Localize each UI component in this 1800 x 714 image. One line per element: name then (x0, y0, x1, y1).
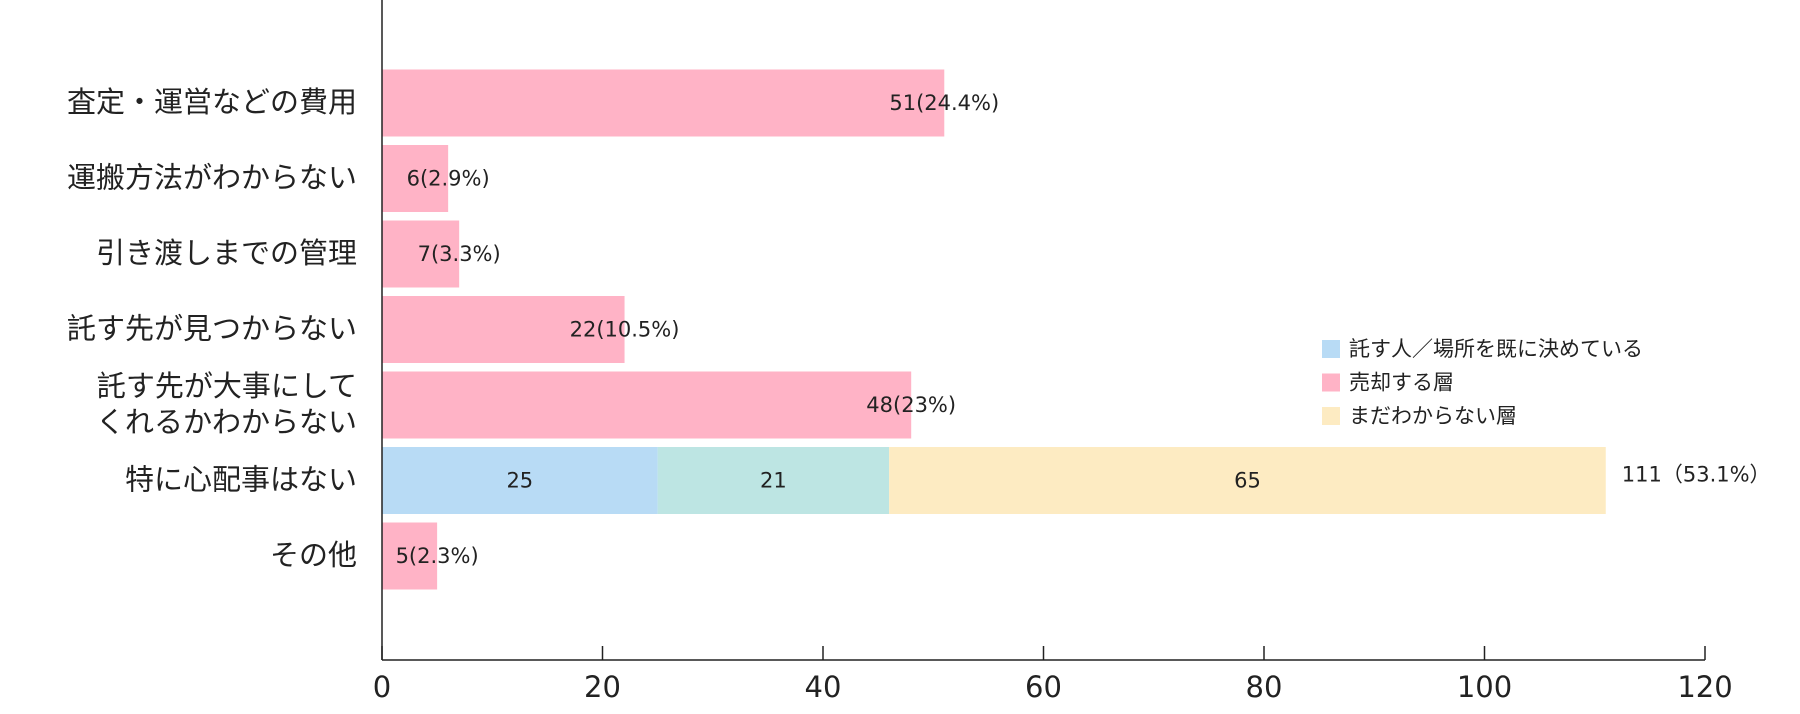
legend-swatch (1322, 340, 1340, 358)
bar-value-label: 48(23%) (866, 393, 956, 417)
bars-group (382, 69, 1606, 590)
x-tick-label: 60 (1025, 670, 1062, 704)
legend-label: 託す人／場所を既に決めている (1349, 337, 1643, 361)
x-tick-label: 100 (1457, 670, 1512, 704)
bar-segment-3 (889, 447, 1606, 514)
bar (382, 220, 460, 288)
category-label: 査定・運営などの費用 (67, 85, 357, 119)
segment-value-label: 21 (760, 469, 787, 493)
segment-value-label: 25 (506, 469, 533, 493)
x-tick-label: 40 (805, 670, 842, 704)
bar (382, 145, 449, 212)
x-tick-label: 20 (584, 670, 621, 704)
bar-segment-1 (382, 447, 658, 514)
category-label: 託す先が大事にして (97, 369, 357, 403)
bar-value-label: 6(2.9%) (407, 167, 490, 191)
legend-swatch (1322, 373, 1340, 392)
x-tick-label: 120 (1677, 670, 1732, 704)
bar-segment-2 (657, 447, 890, 514)
category-label: その他 (270, 538, 357, 572)
labels-group: 51(24.4%) 査定・運営などの費用 6(2.9%) 運搬方法がわからない 7(3.… (67, 85, 1771, 572)
category-label: 運搬方法がわからない (67, 161, 357, 195)
bar-value-label: 7(3.3%) (418, 242, 501, 266)
bar-value-label: 22(10.5%) (570, 318, 680, 342)
x-tick-label: 0 (373, 670, 391, 704)
category-label: くれるかわからない (96, 405, 357, 439)
x-tick-label: 80 (1246, 670, 1283, 704)
category-label: 託す先が見つからない (67, 312, 357, 346)
segment-value-label: 65 (1234, 469, 1261, 493)
legend-label: 売却する層 (1349, 371, 1454, 395)
bar (382, 296, 625, 363)
bar-total-label: 111（53.1%） (1622, 463, 1771, 487)
bar-value-label: 51(24.4%) (889, 91, 999, 115)
axes-group: 0 20 40 60 80 100 120 (373, 0, 1733, 704)
legend-swatch (1322, 407, 1340, 425)
bar (382, 371, 912, 439)
category-label: 引き渡しまでの管理 (96, 236, 357, 270)
legend-label: まだわからない層 (1349, 404, 1517, 428)
bar (382, 522, 438, 590)
bar (382, 69, 945, 137)
category-label: 特に心配事はない (125, 463, 357, 497)
bar-value-label: 5(2.3%) (396, 544, 479, 568)
